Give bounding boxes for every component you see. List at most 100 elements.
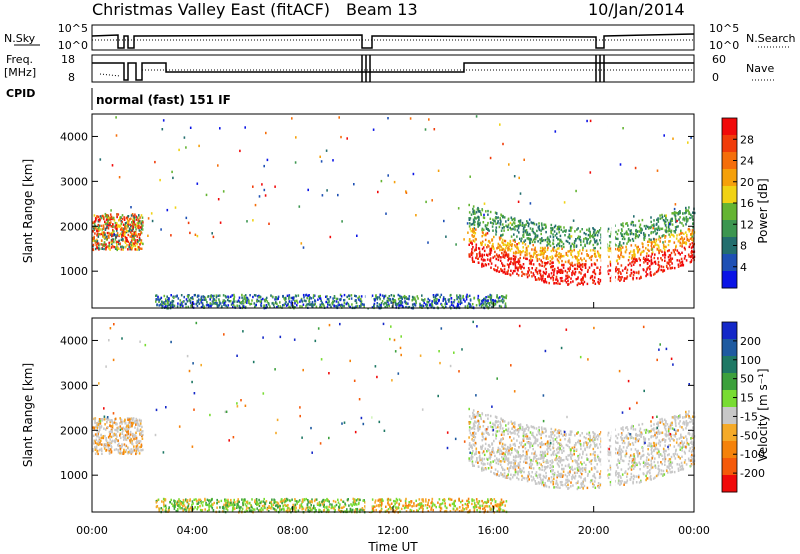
power-echo: [551, 228, 554, 231]
velocity-echo: [173, 505, 175, 508]
velocity-echo: [417, 509, 419, 513]
power-echo: [110, 215, 113, 219]
power-echo: [552, 279, 555, 282]
power-echo: [486, 232, 489, 235]
power-echo: [501, 226, 504, 230]
velocity-echo: [101, 443, 103, 446]
power-echo: [494, 264, 497, 267]
power-echo: [630, 223, 632, 226]
power-echo: [127, 221, 129, 224]
power-echo: [107, 227, 110, 230]
power-echo: [495, 222, 497, 225]
power-echo: [302, 293, 305, 297]
power-echo: [650, 216, 652, 219]
velocity-echo: [123, 434, 125, 437]
velocity-echo: [396, 507, 398, 511]
velocity-echo: [354, 499, 356, 502]
power-echo: [618, 275, 620, 279]
power-echo: [628, 252, 631, 255]
power-echo: [131, 241, 134, 245]
power-echo: [415, 299, 417, 303]
power-echo: [136, 235, 138, 238]
power-echo: [434, 298, 436, 302]
power-echo: [541, 226, 544, 230]
power-echo: [132, 227, 134, 231]
power-echo: [579, 267, 582, 271]
velocity-echo: [127, 430, 129, 434]
power-echo: [590, 263, 593, 266]
velocity-echo: [98, 436, 101, 439]
power-echo: [421, 294, 423, 297]
velocity-echo: [664, 439, 667, 442]
power-echo: [493, 304, 496, 307]
velocity-echo: [500, 440, 502, 443]
power-echo: [141, 225, 143, 228]
power-echo: [200, 298, 203, 302]
velocity-echo: [140, 443, 143, 446]
velocity-echo: [453, 504, 455, 507]
power-echo: [463, 238, 465, 241]
power-echo: [507, 257, 510, 261]
power-echo: [473, 223, 476, 227]
velocity-echo: [499, 503, 502, 506]
velocity-echo: [473, 499, 475, 502]
power-echo: [514, 219, 516, 222]
velocity-echo: [405, 497, 407, 501]
power-echo: [557, 238, 560, 241]
velocity-echo: [397, 506, 399, 509]
power-echo: [512, 221, 515, 224]
power-echo: [188, 294, 190, 297]
velocity-echo: [630, 472, 633, 476]
power-echo: [581, 265, 584, 268]
power-echo: [571, 270, 574, 273]
velocity-echo: [517, 452, 520, 455]
power-echo: [474, 232, 477, 235]
velocity-echo: [318, 508, 320, 512]
power-echo: [295, 136, 297, 139]
power-echo: [509, 221, 512, 225]
power-echo: [623, 279, 625, 282]
power-echo: [392, 300, 394, 303]
power-echo: [489, 221, 492, 224]
power-echo: [480, 258, 483, 261]
power-echo: [468, 218, 471, 221]
power-echo: [639, 259, 641, 262]
power-echo: [627, 233, 629, 236]
velocity-echo: [129, 437, 132, 440]
power-echo: [218, 298, 220, 301]
power-echo: [181, 304, 183, 307]
velocity-echo: [224, 499, 226, 503]
power-echo: [679, 211, 681, 214]
power-echo: [518, 220, 521, 223]
power-echo: [594, 254, 596, 258]
power-echo: [507, 249, 509, 252]
velocity-echo: [389, 505, 391, 509]
power-echo: [181, 301, 183, 304]
power-echo: [125, 216, 128, 219]
power-echo: [683, 257, 686, 260]
power-echo: [442, 305, 444, 309]
velocity-echo: [497, 446, 500, 450]
power-echo: [567, 236, 569, 239]
velocity-echo: [405, 510, 408, 513]
power-echo: [558, 231, 560, 234]
power-echo: [536, 272, 539, 275]
power-echo: [305, 299, 307, 303]
power-echo: [529, 227, 532, 230]
velocity-echo: [458, 506, 461, 509]
velocity-echo: [301, 500, 304, 503]
velocity-echo: [273, 507, 276, 511]
power-echo: [628, 255, 631, 259]
velocity-echo: [96, 422, 99, 425]
power-echo: [575, 278, 578, 281]
power-echo: [665, 226, 668, 229]
power-echo: [492, 222, 495, 225]
power-echo: [308, 296, 311, 299]
power-echo: [608, 269, 610, 272]
power-echo: [117, 224, 119, 227]
power-echo: [510, 243, 512, 247]
power-echo: [356, 234, 358, 237]
velocity-echo: [299, 504, 301, 507]
power-echo: [196, 304, 199, 308]
power-echo: [210, 294, 212, 297]
